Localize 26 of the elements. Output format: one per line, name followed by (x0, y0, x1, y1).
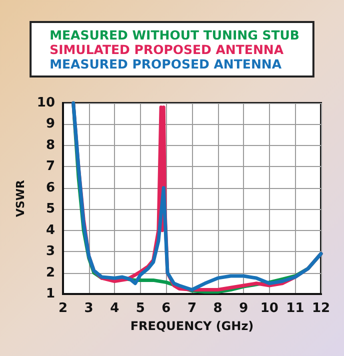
x-tick-label: 8 (213, 301, 222, 316)
x-tick-label: 10 (260, 301, 278, 316)
x-tick-label: 11 (286, 301, 304, 316)
x-tick-label: 9 (239, 301, 248, 316)
text: SIMULATED PROPOSED ANTENNA (50, 42, 284, 57)
y-tick-label: 10 (36, 96, 55, 110)
y-tick-label: 9 (46, 116, 55, 132)
y-tick-label: 7 (46, 159, 55, 174)
x-tick-label: 3 (84, 301, 94, 316)
x-tick-label: 2 (58, 301, 68, 316)
x-tick-label: 7 (187, 301, 197, 316)
y-tick-label: 4 (46, 222, 55, 238)
x-tick-label: 6 (162, 301, 171, 316)
y-tick-label: 1 (46, 286, 55, 302)
x-axis-title: FREQUENCY (GHz) (130, 319, 254, 333)
y-tick-label: 3 (46, 244, 55, 260)
y-tick-label: 8 (46, 138, 55, 153)
y-tick-label: 6 (46, 180, 55, 196)
y-axis-title: VSWR (14, 179, 28, 218)
y-tick-label: 2 (46, 265, 55, 280)
x-tick-label: 4 (110, 301, 120, 316)
x-tick-label: 12 (312, 301, 330, 316)
text: MEASURED PROPOSED ANTENNA (50, 56, 282, 72)
text: MEASURED WITHOUT TUNING STUB (50, 28, 300, 42)
x-tick-label: 5 (136, 301, 145, 316)
y-tick-label: 5 (46, 202, 55, 217)
